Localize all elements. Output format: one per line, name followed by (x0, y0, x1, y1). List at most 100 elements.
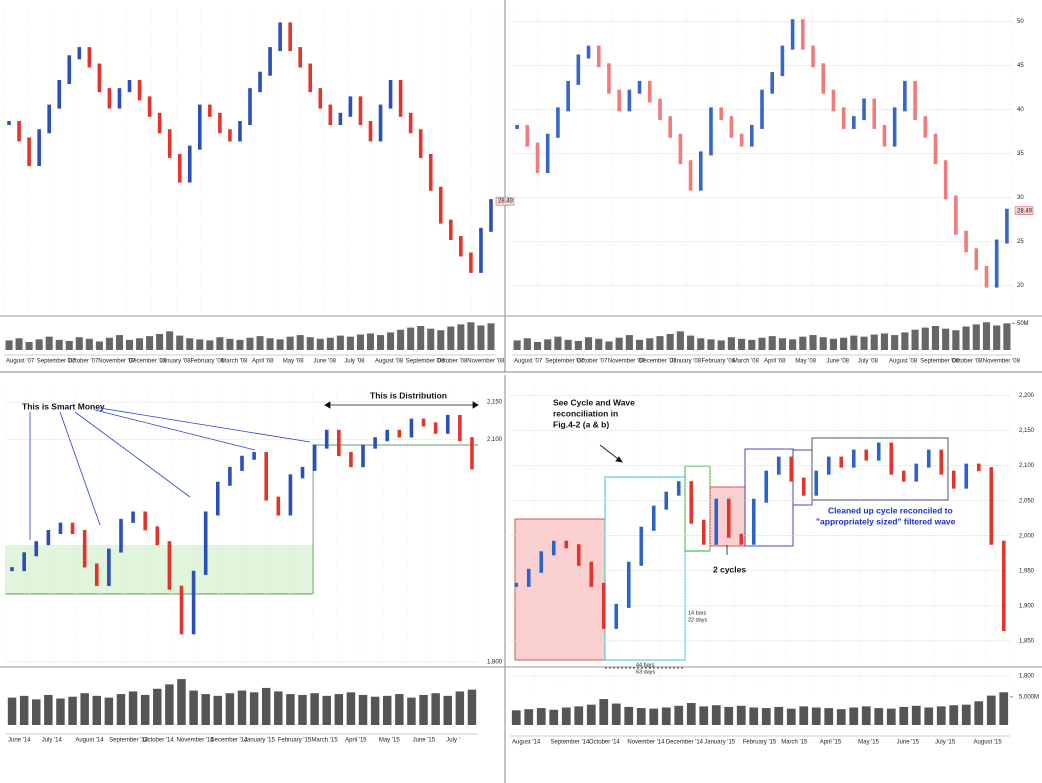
price-bar (187, 145, 192, 183)
price-bar (7, 121, 11, 126)
volume-bar (711, 705, 721, 725)
month-label: August '08 (889, 359, 918, 365)
month-label: September '14 (550, 740, 589, 746)
volume-bar (911, 705, 921, 725)
price-bar (318, 88, 323, 109)
price-bar (418, 129, 423, 158)
price-bar (409, 418, 414, 438)
y-tick-label: 35 (1017, 151, 1024, 157)
volume-tick-label: 50M (1017, 321, 1029, 327)
y-tick-label: 1,800 (1019, 674, 1035, 680)
volume-bar (605, 341, 613, 350)
price-bar (607, 63, 611, 94)
volume-bar (56, 698, 65, 725)
month-label: February '08 (702, 359, 736, 365)
volume-bar (310, 693, 319, 725)
price-bar (179, 585, 184, 635)
volume-bar (146, 336, 154, 350)
price-tag: 28.49 (498, 199, 514, 205)
price-bar (82, 530, 87, 568)
price-bar (556, 107, 560, 138)
month-label: June '08 (827, 359, 850, 365)
price-bar (954, 195, 958, 235)
month-label: July '08 (858, 359, 879, 365)
volume-bar (661, 707, 671, 725)
month-label: August '15 (974, 740, 1003, 746)
month-label: June '08 (314, 359, 337, 365)
price-bar (551, 540, 556, 556)
price-bar (514, 582, 519, 587)
price-bar (596, 45, 601, 68)
volume-bar (437, 330, 445, 350)
price-bar (901, 470, 906, 482)
volume-bar (15, 338, 23, 350)
volume-bar (595, 338, 603, 350)
price-bar (760, 89, 764, 129)
volume-bar (789, 339, 797, 350)
volume-bar (249, 692, 259, 725)
price-bar (852, 116, 856, 129)
volume-bar (407, 327, 415, 350)
volume-bar (346, 692, 356, 725)
volume-bar (322, 695, 331, 725)
annotation: This is Smart Money (22, 401, 105, 411)
volume-bar (624, 706, 634, 725)
price-bar (801, 477, 806, 496)
price-bar (445, 414, 450, 434)
volume-bar (467, 322, 475, 350)
price-bar (576, 544, 581, 566)
price-bar (789, 456, 794, 482)
volume-bar (306, 337, 314, 350)
month-label: October '14 (589, 740, 620, 746)
y-tick-label: 1,850 (1019, 638, 1035, 644)
volume-bar (75, 337, 83, 350)
volume-bar (256, 336, 264, 350)
price-bar (539, 551, 544, 573)
volume-bar (196, 339, 204, 350)
volume-bar (105, 337, 113, 350)
volume-bar (116, 694, 126, 725)
month-label: November '08 (467, 359, 505, 365)
volume-bar (880, 333, 889, 350)
price-bar (258, 71, 262, 93)
price-bar (228, 129, 232, 142)
month-label: January '08 (670, 359, 701, 365)
volume-bar (999, 692, 1009, 725)
price-bar (368, 121, 373, 142)
price-bar (70, 522, 75, 535)
volume-bar (891, 335, 899, 350)
price-bar (117, 88, 122, 109)
annotation: 63 days (636, 669, 656, 675)
price-bar (469, 252, 473, 273)
volume-bar (201, 694, 210, 725)
volume-bar (397, 329, 405, 350)
price-bar (300, 466, 305, 479)
volume-bar (32, 699, 41, 725)
annotation: 22 days (688, 617, 708, 623)
price-bar (976, 463, 981, 472)
volume-bar (286, 336, 294, 350)
price-bar (617, 89, 621, 112)
price-bar (373, 437, 377, 449)
month-label: October '08 (952, 359, 983, 365)
volume-bar (761, 708, 771, 725)
price-bar (647, 80, 652, 103)
price-bar (770, 72, 775, 94)
price-bar (46, 530, 51, 546)
volume-bar (799, 336, 807, 350)
volume-bar (140, 694, 150, 725)
price-bar (892, 107, 897, 147)
volume-bar (972, 324, 980, 350)
price-bar (872, 98, 877, 129)
volume-bar (836, 709, 846, 725)
price-bar (388, 79, 393, 109)
price-bar (276, 496, 281, 516)
price-bar (627, 89, 632, 112)
price-bar (87, 47, 92, 68)
volume-bar (356, 334, 364, 350)
volume-bar (586, 704, 596, 725)
price-bar (923, 116, 928, 138)
price-bar (57, 79, 62, 109)
month-label: January '15 (704, 740, 735, 746)
price-bar (564, 540, 569, 549)
